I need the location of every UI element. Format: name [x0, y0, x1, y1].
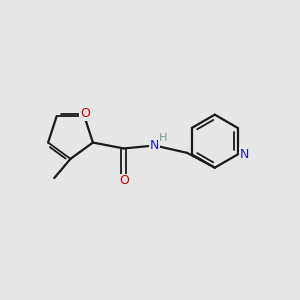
Text: O: O: [80, 107, 90, 120]
Text: H: H: [159, 133, 167, 143]
Text: N: N: [150, 139, 159, 152]
Text: N: N: [239, 148, 249, 161]
Text: O: O: [119, 174, 129, 187]
